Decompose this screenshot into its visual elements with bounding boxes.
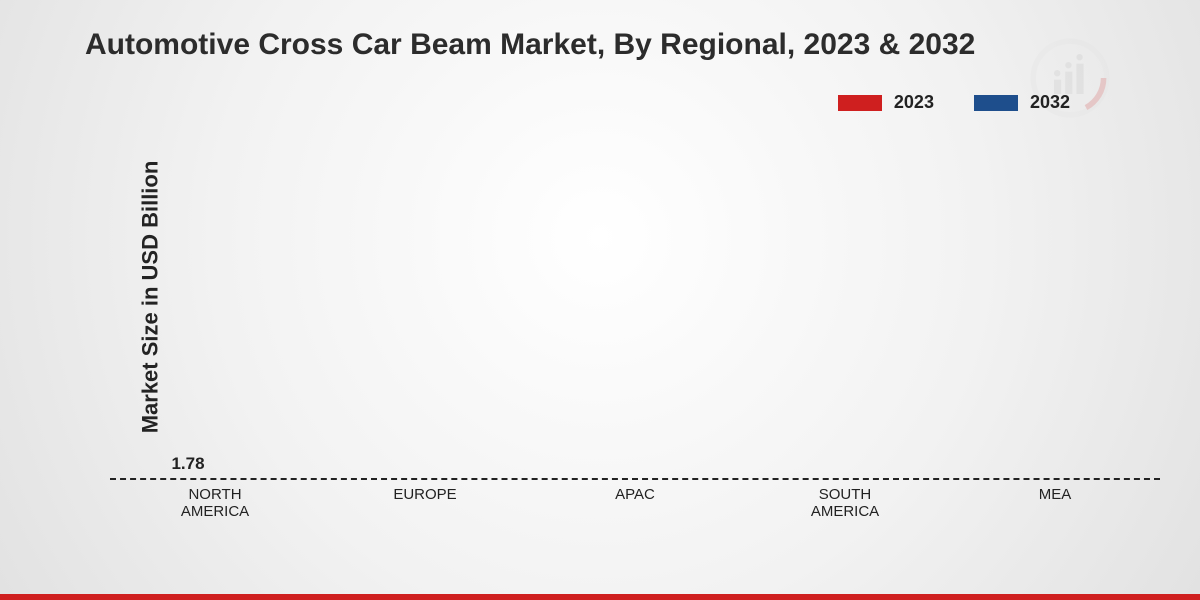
- bar-groups: 1.78: [110, 140, 1160, 480]
- chart-title: Automotive Cross Car Beam Market, By Reg…: [85, 28, 975, 62]
- x-axis-label: SOUTH AMERICA: [740, 486, 950, 521]
- legend-swatch-2023: [838, 95, 882, 111]
- x-axis-label: APAC: [530, 486, 740, 521]
- bar-value-label: 1.78: [171, 454, 204, 474]
- legend-label-2023: 2023: [894, 92, 934, 113]
- plot-area: 1.78 NORTH AMERICAEUROPEAPACSOUTH AMERIC…: [110, 140, 1160, 514]
- legend-item-2023: 2023: [838, 92, 934, 113]
- legend-item-2032: 2032: [974, 92, 1070, 113]
- x-axis-labels: NORTH AMERICAEUROPEAPACSOUTH AMERICAMEA: [110, 486, 1160, 521]
- x-axis-label: NORTH AMERICA: [110, 486, 320, 521]
- legend-label-2032: 2032: [1030, 92, 1070, 113]
- x-axis-label: MEA: [950, 486, 1160, 521]
- legend-swatch-2032: [974, 95, 1018, 111]
- legend: 2023 2032: [838, 92, 1070, 113]
- x-axis-label: EUROPE: [320, 486, 530, 521]
